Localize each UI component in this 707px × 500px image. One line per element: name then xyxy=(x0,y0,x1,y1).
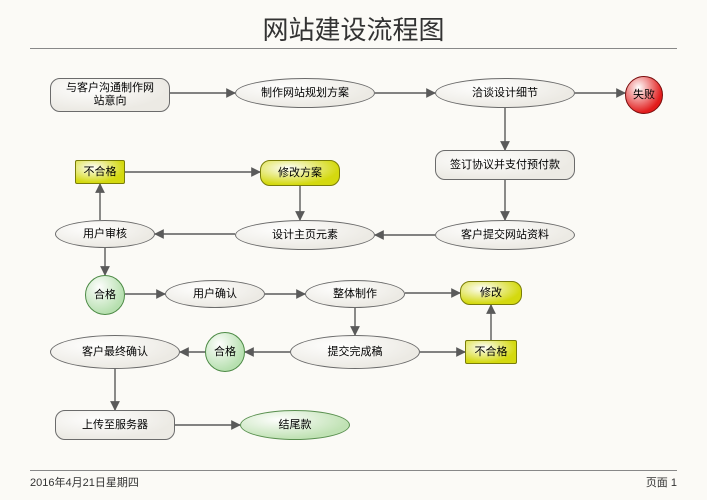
node-bad2: 不合格 xyxy=(465,340,517,364)
node-n10: 提交完成稿 xyxy=(290,335,420,369)
node-n4: 签订协议并支付预付款 xyxy=(435,150,575,180)
node-n7: 用户审核 xyxy=(55,220,155,248)
node-n6: 设计主页元素 xyxy=(235,220,375,250)
node-ok2: 合格 xyxy=(205,332,245,372)
node-ok1: 合格 xyxy=(85,275,125,315)
node-n13: 结尾款 xyxy=(240,410,350,440)
node-fail: 失败 xyxy=(625,76,663,114)
node-n3: 洽谈设计细节 xyxy=(435,78,575,108)
footer-page: 页面 1 xyxy=(646,474,677,490)
node-n5: 客户提交网站资料 xyxy=(435,220,575,250)
node-bad1: 不合格 xyxy=(75,160,125,184)
node-n2: 制作网站规划方案 xyxy=(235,78,375,108)
node-mod1: 修改方案 xyxy=(260,160,340,186)
node-n1: 与客户沟通制作网站意向 xyxy=(50,78,170,112)
node-mod2: 修改 xyxy=(460,281,522,305)
nodes-layer: 与客户沟通制作网站意向制作网站规划方案洽谈设计细节失败签订协议并支付预付款不合格… xyxy=(0,0,707,500)
node-n11: 客户最终确认 xyxy=(50,335,180,369)
node-n9: 整体制作 xyxy=(305,280,405,308)
footer: 2016年4月21日星期四 页面 1 xyxy=(30,470,677,490)
footer-date: 2016年4月21日星期四 xyxy=(30,474,139,490)
node-n12: 上传至服务器 xyxy=(55,410,175,440)
node-n8: 用户确认 xyxy=(165,280,265,308)
